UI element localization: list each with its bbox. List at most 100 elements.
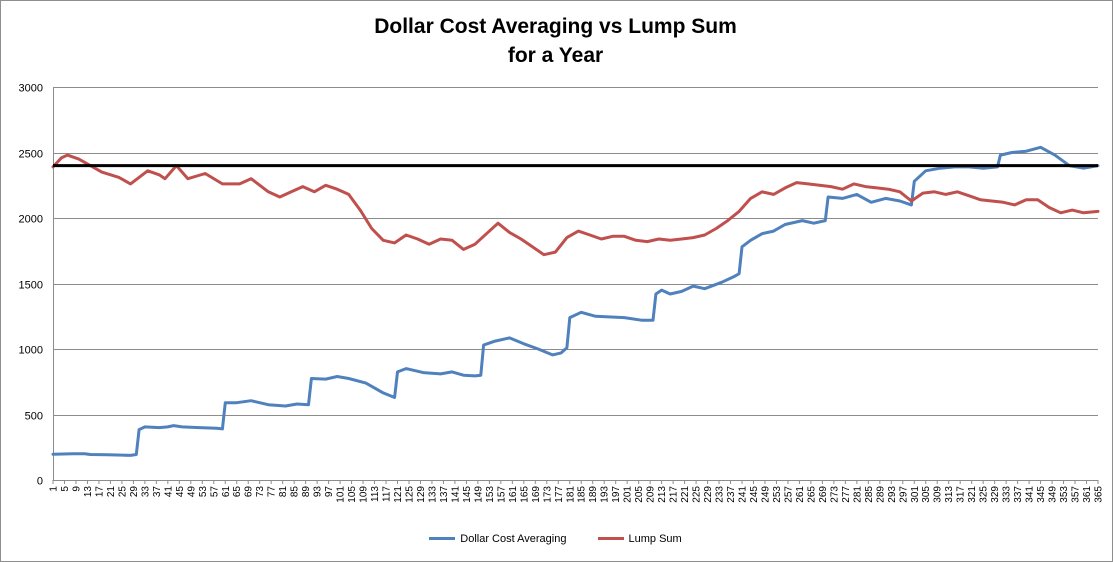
x-tick-label-297: 297 <box>898 486 909 503</box>
x-tick-label-365: 365 <box>1094 486 1105 503</box>
x-tick-label-173: 173 <box>542 486 553 503</box>
y-tick-label-0: 0 <box>37 476 43 488</box>
y-tick-label-2500: 2500 <box>19 149 43 161</box>
x-tick-label-49: 49 <box>186 486 197 498</box>
x-tick-label-161: 161 <box>508 486 519 503</box>
x-tick-label-225: 225 <box>692 486 703 503</box>
x-tick-label-197: 197 <box>611 486 622 503</box>
x-tick-label-245: 245 <box>749 486 760 503</box>
x-tick-label-113: 113 <box>370 486 381 502</box>
x-tick-label-313: 313 <box>944 486 955 503</box>
x-tick-label-157: 157 <box>496 486 507 503</box>
x-tick-label-269: 269 <box>818 486 829 503</box>
x-tick-label-265: 265 <box>806 486 817 503</box>
x-tick-label-241: 241 <box>738 486 749 503</box>
x-tick-label-41: 41 <box>163 486 174 498</box>
x-tick-label-341: 341 <box>1025 486 1036 503</box>
x-tick-label-145: 145 <box>462 486 473 503</box>
x-tick-label-177: 177 <box>554 486 565 503</box>
x-tick-label-5: 5 <box>60 486 71 492</box>
x-tick-label-229: 229 <box>703 486 714 503</box>
x-tick-label-97: 97 <box>324 486 335 498</box>
legend-label-dca: Dollar Cost Averaging <box>460 532 567 545</box>
x-tick-label-45: 45 <box>175 486 186 498</box>
series-lines <box>51 145 1100 457</box>
x-tick-label-325: 325 <box>979 486 990 503</box>
x-tick-label-165: 165 <box>519 486 530 503</box>
x-tick-label-13: 13 <box>83 486 94 498</box>
x-tick-label-353: 353 <box>1059 486 1070 503</box>
x-tick-label-73: 73 <box>255 486 266 498</box>
x-tick-label-209: 209 <box>646 486 657 503</box>
x-tick-label-101: 101 <box>336 486 347 503</box>
x-tick-label-69: 69 <box>244 486 255 498</box>
x-tick-label-357: 357 <box>1071 486 1082 503</box>
x-tick-label-1: 1 <box>49 486 60 492</box>
x-tick-label-37: 37 <box>152 486 163 498</box>
x-tick-label-201: 201 <box>623 486 634 503</box>
x-tick-label-89: 89 <box>301 486 312 498</box>
x-tick-label-25: 25 <box>117 486 128 498</box>
legend-swatch-dca <box>429 537 456 540</box>
x-tick-label-281: 281 <box>852 486 863 503</box>
x-tick-label-181: 181 <box>565 486 576 503</box>
y-tick-label-500: 500 <box>25 411 43 423</box>
x-tick-label-349: 349 <box>1048 486 1059 503</box>
x-tick-label-221: 221 <box>680 486 691 503</box>
x-tick-label-277: 277 <box>841 486 852 503</box>
y-tick-label-2000: 2000 <box>19 214 43 226</box>
x-tick-label-361: 361 <box>1082 486 1093 503</box>
x-tick-label-141: 141 <box>450 486 461 503</box>
x-tick-label-309: 309 <box>933 486 944 503</box>
x-tick-label-337: 337 <box>1013 486 1024 503</box>
x-tick-label-333: 333 <box>1002 486 1013 503</box>
x-tick-label-317: 317 <box>956 486 967 503</box>
x-tick-label-249: 249 <box>760 486 771 503</box>
x-tick-label-289: 289 <box>875 486 886 503</box>
chart-title-line-2: for a Year <box>507 44 604 67</box>
x-tick-label-121: 121 <box>393 486 404 503</box>
x-tick-label-57: 57 <box>209 486 220 498</box>
series-line-lump-sum <box>51 153 1100 257</box>
x-tick-label-217: 217 <box>669 486 680 503</box>
x-tick-label-77: 77 <box>267 486 278 498</box>
series-line-dollar-cost-averaging <box>51 145 1100 457</box>
legend-item-lump-sum: Lump Sum <box>597 532 682 545</box>
x-tick-label-133: 133 <box>427 486 438 503</box>
y-tick-label-1500: 1500 <box>19 280 43 292</box>
legend-label-lump-sum: Lump Sum <box>628 532 682 545</box>
x-tick-label-149: 149 <box>473 486 484 503</box>
x-tick-label-261: 261 <box>795 486 806 503</box>
x-tick-label-53: 53 <box>198 486 209 498</box>
legend-item-dca: Dollar Cost Averaging <box>429 533 566 545</box>
y-tick-label-3000: 3000 <box>19 83 43 95</box>
x-tick-label-105: 105 <box>347 486 358 503</box>
x-tick-label-65: 65 <box>232 486 243 498</box>
x-tick-label-189: 189 <box>588 486 599 503</box>
x-tick-label-153: 153 <box>485 486 496 503</box>
x-tick-label-253: 253 <box>772 486 783 503</box>
x-tick-label-137: 137 <box>439 486 450 503</box>
y-axis-tick-labels: 0 500 1000 1500 2000 2500 3000 <box>19 83 43 488</box>
chart-legend: Dollar Cost Averaging Lump Sum <box>0 531 1111 545</box>
x-axis-tick-labels: 1 5 9 13 17 21 25 29 33 37 41 45 49 53 57 61 65 69 73 77 81 8… <box>49 486 1105 503</box>
axes <box>52 87 1099 484</box>
x-tick-label-345: 345 <box>1036 486 1047 503</box>
x-tick-label-273: 273 <box>829 486 840 503</box>
x-tick-label-109: 109 <box>359 486 370 503</box>
x-tick-label-213: 213 <box>657 486 668 503</box>
x-tick-label-81: 81 <box>278 486 289 498</box>
x-tick-label-185: 185 <box>577 486 588 503</box>
legend-swatch-lump-sum <box>597 537 624 540</box>
x-tick-label-93: 93 <box>313 486 324 498</box>
x-tick-label-17: 17 <box>94 486 105 498</box>
x-tick-label-329: 329 <box>990 486 1001 503</box>
x-tick-label-233: 233 <box>715 486 726 503</box>
x-tick-label-85: 85 <box>290 486 301 498</box>
x-tick-label-321: 321 <box>967 486 978 503</box>
x-tick-label-117: 117 <box>382 486 393 502</box>
x-tick-label-193: 193 <box>600 486 611 503</box>
x-tick-label-29: 29 <box>129 486 140 498</box>
